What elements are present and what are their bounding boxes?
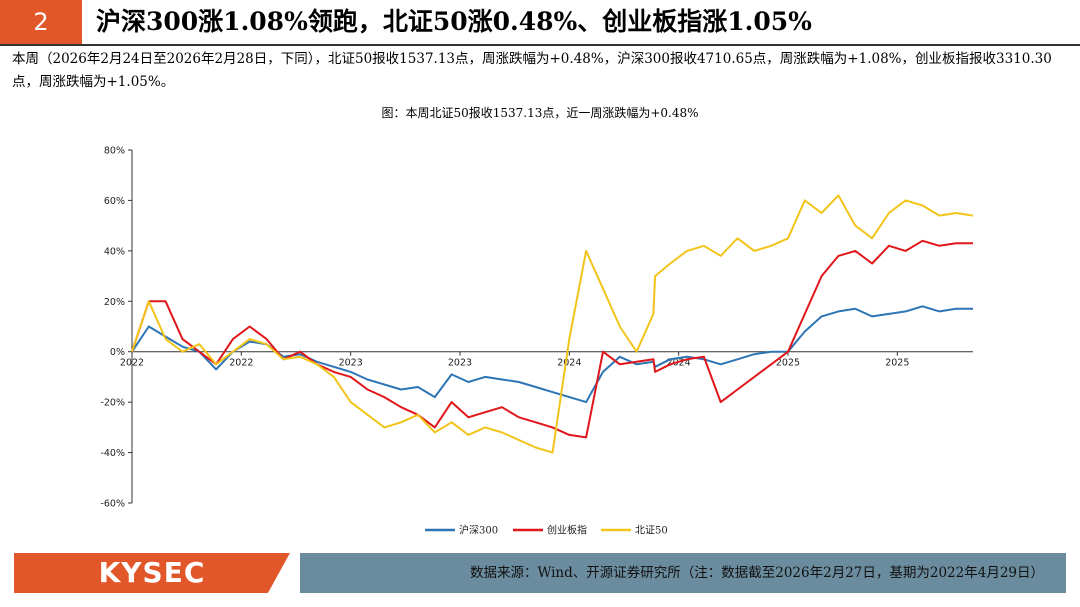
y-tick-label: 40% — [104, 246, 125, 257]
chart-title: 图：本周北证50报收1537.13点，近一周涨跌幅为+0.48% — [381, 106, 699, 120]
x-tick-label: 2022 — [229, 358, 253, 369]
header-divider — [0, 44, 1080, 46]
legend-label-1: 沪深300 — [459, 524, 498, 537]
x-tick-label: 2024 — [557, 358, 581, 369]
y-tick-label: 0% — [110, 347, 125, 358]
chart-series — [131, 194, 974, 454]
line-chart: -60% -40% -20% 0% 20% 40% 60% 80% 2022 2022 2023 20… — [100, 146, 974, 537]
y-tick-label: -60% — [100, 499, 125, 510]
chart-axes: -60% -40% -20% 0% 20% 40% 60% 80% 2022 2022 2023 20… — [100, 146, 973, 510]
kysec-logo: KYSEC — [14, 553, 290, 593]
y-tick-label: 20% — [104, 297, 125, 308]
x-tick-label: 2022 — [120, 358, 144, 369]
page-title: 沪深300涨1.08%领跑，北证50涨0.48%、创业板指涨1.05% — [96, 7, 812, 36]
header: 2 沪深300涨1.08%领跑，北证50涨0.48%、创业板指涨1.05% — [0, 0, 1080, 46]
series-line-1 — [131, 305, 973, 404]
section-number: 2 — [0, 0, 82, 44]
y-tick-label: -20% — [100, 398, 125, 409]
y-tick-label: -40% — [100, 448, 125, 459]
x-tick-label: 2025 — [776, 358, 800, 369]
legend-label-2: 创业板指 — [547, 524, 587, 537]
y-tick-label: 60% — [104, 196, 125, 207]
series-line-3 — [131, 194, 974, 454]
legend-label-3: 北证50 — [635, 525, 668, 537]
x-tick-label: 2024 — [667, 358, 691, 369]
summary-text: 本周（2026年2月24日至2026年2月28日，下同），北证50报收1537.… — [12, 51, 1052, 90]
y-tick-label: 80% — [104, 146, 125, 157]
series-line-2 — [131, 239, 973, 439]
x-tick-label: 2025 — [885, 358, 909, 369]
x-tick-label: 2023 — [339, 358, 363, 369]
chart-legend: 沪深300 创业板指 北证50 — [425, 524, 668, 537]
footer: KYSEC 数据来源：Wind、开源证券研究所（注：数据截至2026年2月27日… — [0, 553, 1080, 593]
x-tick-label: 2023 — [448, 358, 472, 369]
source-note: 数据来源：Wind、开源证券研究所（注：数据截至2026年2月27日，基期为20… — [300, 553, 1066, 593]
